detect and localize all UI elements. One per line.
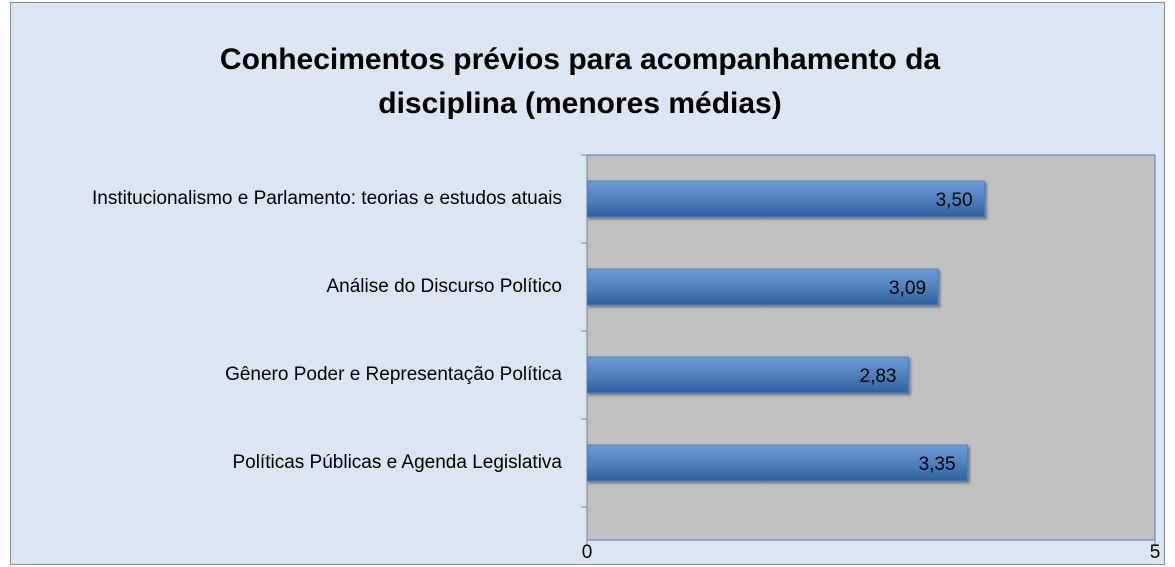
x-tick-label: 0 bbox=[582, 542, 593, 563]
y-tick-label: Institucionalismo e Parlamento: teorias … bbox=[92, 188, 562, 209]
bar bbox=[586, 268, 939, 306]
y-tick-label: Gênero Poder e Representação Política bbox=[225, 364, 562, 385]
bar bbox=[586, 444, 969, 482]
y-tick-label: Políticas Públicas e Agenda Legislativa bbox=[232, 452, 562, 473]
bar bbox=[586, 356, 909, 394]
value-label: 3,35 bbox=[919, 454, 956, 475]
bar bbox=[586, 180, 986, 218]
chart-title: Conhecimentos prévios para acompanhament… bbox=[219, 43, 941, 120]
x-tick-label: 5 bbox=[1150, 542, 1161, 563]
y-tick-label: Análise do Discurso Político bbox=[326, 276, 563, 297]
value-label: 3,09 bbox=[889, 278, 926, 299]
value-label: 3,50 bbox=[936, 190, 973, 211]
value-label: 2,83 bbox=[860, 366, 897, 387]
